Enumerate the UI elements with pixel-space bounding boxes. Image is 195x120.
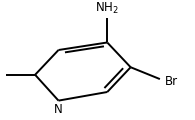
Text: Br: Br: [165, 75, 178, 88]
Text: NH$_2$: NH$_2$: [95, 0, 119, 16]
Text: N: N: [54, 103, 63, 116]
